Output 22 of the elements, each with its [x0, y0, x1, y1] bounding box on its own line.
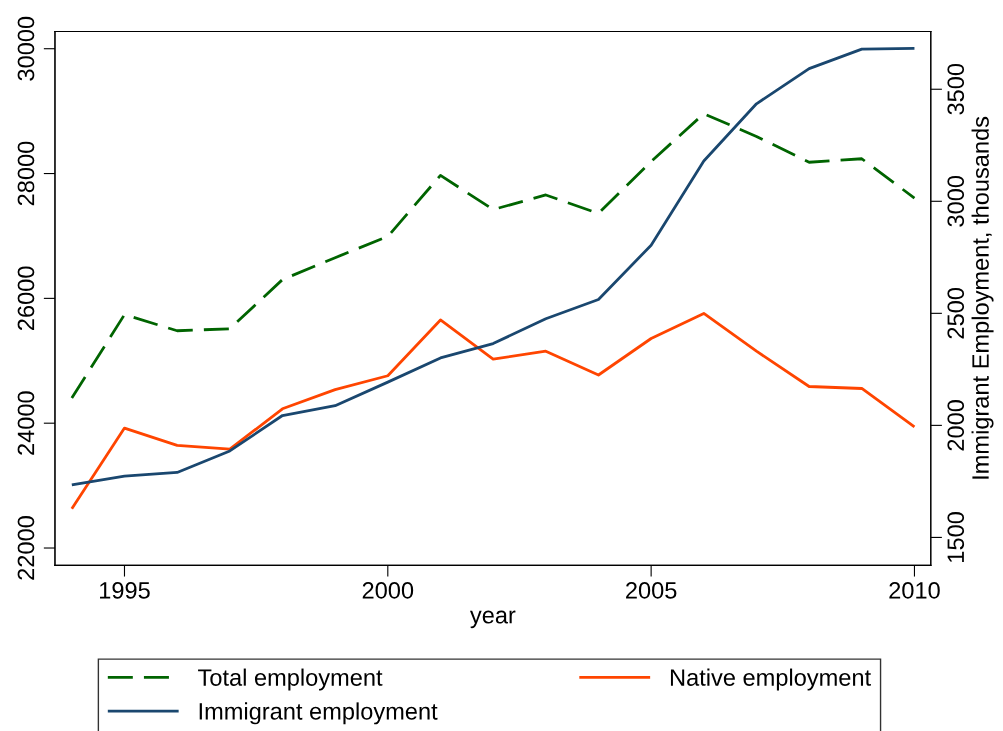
y2-tick-label: 3000: [947, 175, 965, 227]
y2-tick-label: 2500: [947, 287, 965, 339]
x-tick-label: 2010: [889, 582, 940, 599]
x-axis-title: year: [469, 610, 516, 629]
legend-label: Total employment: [198, 668, 383, 691]
y-tick-label: 28000: [17, 141, 35, 206]
x-tick-label: 2000: [362, 582, 414, 599]
legend-label: Immigrant employment: [199, 702, 438, 725]
y2-tick-label: 1500: [947, 512, 965, 562]
y-tick-label: 24000: [17, 391, 35, 455]
y-tick-label: 30000: [17, 16, 35, 81]
line-series: [70, 47, 916, 487]
line-series: [70, 112, 916, 400]
y-tick-label: 22000: [17, 516, 35, 580]
legend-label: Native employment: [670, 668, 871, 691]
x-tick-label: 2005: [626, 582, 677, 599]
y2-axis-title: Immigrant Employment, thousands: [971, 116, 994, 479]
y-tick-label: 26000: [17, 266, 35, 331]
y2-tick-label: 3500: [947, 63, 965, 115]
line-series: [70, 312, 916, 511]
y2-tick-label: 2000: [947, 400, 965, 451]
x-tick-label: 1995: [100, 582, 150, 599]
